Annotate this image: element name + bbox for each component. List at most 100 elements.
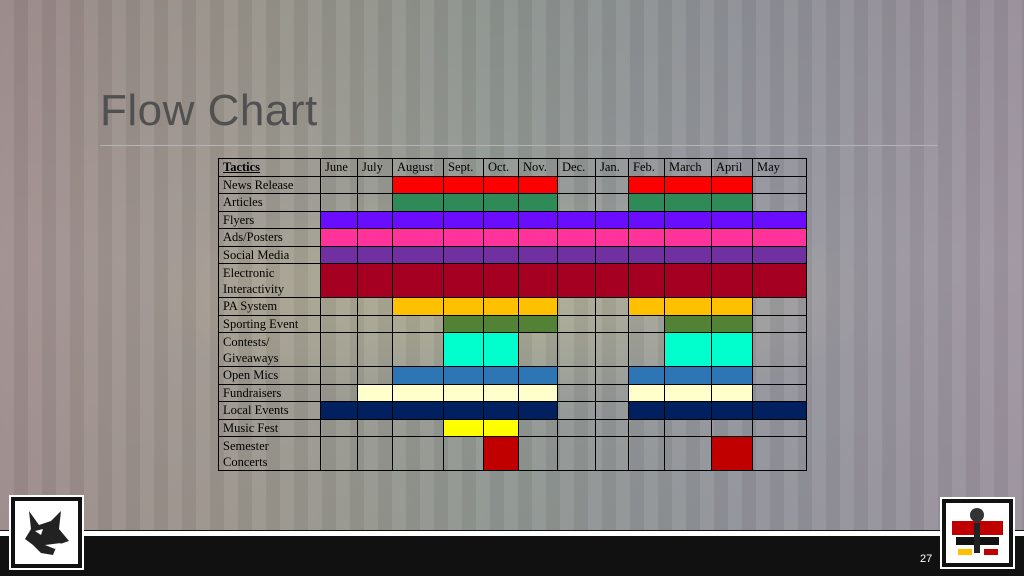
slide-number: 27 (920, 553, 933, 565)
scheduled-cell (628, 366, 665, 385)
month-header: Feb. (628, 158, 665, 177)
scheduled-cell (357, 228, 393, 247)
scheduled-cell (518, 210, 558, 229)
table-row: Local Events (218, 401, 807, 420)
scheduled-cell (518, 193, 558, 212)
tactic-label: Articles (218, 193, 321, 212)
tactic-label: Social Media (218, 245, 321, 264)
scheduled-cell (518, 263, 558, 298)
scheduled-cell (628, 297, 665, 316)
scheduled-cell (483, 332, 519, 367)
table-row: Electronic Interactivity (218, 263, 807, 298)
scheduled-cell (752, 245, 807, 264)
scheduled-cell (628, 401, 665, 420)
scheduled-cell (483, 401, 519, 420)
scheduled-cell (443, 175, 484, 194)
scheduled-cell (595, 263, 629, 298)
table-row: Fundraisers (218, 383, 807, 402)
table-row: PA System (218, 297, 807, 316)
empty-cell (595, 193, 629, 212)
scheduled-cell (443, 228, 484, 247)
scheduled-cell (664, 228, 712, 247)
empty-cell (557, 332, 596, 367)
scheduled-cell (320, 263, 358, 298)
scheduled-cell (483, 436, 519, 471)
empty-cell (557, 366, 596, 385)
empty-cell (595, 332, 629, 367)
table-row: Open Mics (218, 366, 807, 385)
empty-cell (752, 366, 807, 385)
scheduled-cell (557, 263, 596, 298)
scheduled-cell (443, 314, 484, 333)
scheduled-cell (664, 314, 712, 333)
empty-cell (557, 401, 596, 420)
scheduled-cell (595, 210, 629, 229)
scheduled-cell (392, 210, 444, 229)
table-row: Sporting Event (218, 314, 807, 333)
scheduled-cell (557, 210, 596, 229)
scheduled-cell (443, 263, 484, 298)
scheduled-cell (483, 175, 519, 194)
empty-cell (320, 175, 358, 194)
scheduled-cell (320, 228, 358, 247)
scheduled-cell (443, 210, 484, 229)
scheduled-cell (320, 245, 358, 264)
scheduled-cell (711, 175, 753, 194)
empty-cell (595, 401, 629, 420)
scheduled-cell (518, 228, 558, 247)
month-header: Sept. (443, 158, 484, 177)
empty-cell (320, 193, 358, 212)
empty-cell (628, 436, 665, 471)
scheduled-cell (483, 210, 519, 229)
scheduled-cell (664, 245, 712, 264)
empty-cell (320, 366, 358, 385)
month-header: Nov. (518, 158, 558, 177)
table-row: Articles (218, 193, 807, 212)
scheduled-cell (711, 297, 753, 316)
scheduled-cell (664, 175, 712, 194)
empty-cell (443, 436, 484, 471)
scheduled-cell (557, 228, 596, 247)
scheduled-cell (443, 401, 484, 420)
tactic-label: Fundraisers (218, 383, 321, 402)
empty-cell (628, 314, 665, 333)
scheduled-cell (443, 418, 484, 437)
empty-cell (320, 383, 358, 402)
tactic-label: Flyers (218, 210, 321, 229)
scheduled-cell (711, 314, 753, 333)
scheduled-cell (518, 314, 558, 333)
empty-cell (595, 297, 629, 316)
empty-cell (392, 314, 444, 333)
scheduled-cell (595, 228, 629, 247)
title-divider (100, 145, 937, 146)
scheduled-cell (664, 332, 712, 367)
empty-cell (320, 436, 358, 471)
scheduled-cell (752, 210, 807, 229)
empty-cell (320, 418, 358, 437)
table-header-row: Tactics June July August Sept. Oct. Nov.… (218, 158, 807, 177)
scheduled-cell (711, 401, 753, 420)
empty-cell (557, 418, 596, 437)
scheduled-cell (357, 245, 393, 264)
table-row: Ads/Posters (218, 228, 807, 247)
tactic-label: Local Events (218, 401, 321, 420)
empty-cell (392, 418, 444, 437)
scheduled-cell (392, 366, 444, 385)
scheduled-cell (443, 297, 484, 316)
tactic-label: PA System (218, 297, 321, 316)
month-header: May (752, 158, 807, 177)
scheduled-cell (357, 210, 393, 229)
scheduled-cell (518, 401, 558, 420)
table-row: Contests/ Giveaways (218, 332, 807, 367)
empty-cell (752, 436, 807, 471)
scheduled-cell (664, 401, 712, 420)
empty-cell (557, 383, 596, 402)
scheduled-cell (752, 401, 807, 420)
scheduled-cell (483, 314, 519, 333)
empty-cell (711, 418, 753, 437)
empty-cell (752, 332, 807, 367)
scheduled-cell (392, 383, 444, 402)
scheduled-cell (628, 245, 665, 264)
empty-cell (595, 175, 629, 194)
footer-divider (0, 531, 1024, 536)
